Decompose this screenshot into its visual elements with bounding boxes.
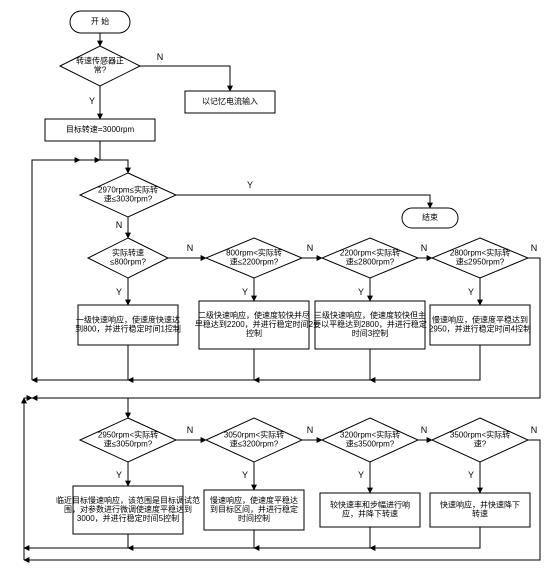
node-a3: 二级快速响应，使速度较快并尽早稳达到2200，并进行稳定时间2控制 <box>195 301 314 349</box>
svg-text:较快速率和步幅进行响: 较快速率和步幅进行响 <box>330 500 410 510</box>
edge-label-26: N <box>421 425 428 435</box>
node-a2: 一级快速响应，使速度快速达到800，并进行稳定时间1控制 <box>75 305 181 345</box>
svg-text:结束: 结束 <box>422 212 438 222</box>
node-d9: 3500rpm<实际转速? <box>432 418 528 462</box>
svg-text:慢速响应，使速度平稳达到: 慢速响应，使速度平稳达到 <box>432 315 528 325</box>
edge-label-21: Y <box>116 470 122 480</box>
svg-text:应，并降下转速: 应，并降下转速 <box>342 509 398 519</box>
svg-text:时间控制: 时间控制 <box>238 513 270 523</box>
svg-text:快速响应，并快速降下: 快速响应，并快速降下 <box>440 500 520 510</box>
node-sensor: 转速传感器正常? <box>60 46 140 86</box>
node-d6: 2950rpm<实际转速≤3050rpm? <box>80 418 176 462</box>
edge-18 <box>32 160 80 380</box>
svg-text:速≤2800rpm?: 速≤2800rpm? <box>346 258 395 267</box>
edge-label-7: N <box>187 243 194 253</box>
svg-text:一级快速响应，使速度快速达: 一级快速响应，使速度快速达 <box>76 315 180 325</box>
svg-text:早稳达到2200，并进行稳定时间2: 早稳达到2200，并进行稳定时间2 <box>195 319 314 329</box>
svg-text:2970rpm≤实际转: 2970rpm≤实际转 <box>98 185 158 195</box>
edge-32 <box>370 527 480 548</box>
svg-text:3050rpm<实际转: 3050rpm<实际转 <box>224 430 284 440</box>
edge-label-5: N <box>116 220 123 230</box>
node-a9: 快速响应，并快速降下转速 <box>430 493 530 527</box>
svg-text:三级快速响应，使速度较快但主: 三级快速响应，使速度较快但主 <box>314 310 426 320</box>
edge-4 <box>176 195 430 208</box>
node-a7: 慢速响应，使速度平稳达到目标区间，并进行稳定时间控制 <box>204 490 304 530</box>
svg-text:到目标区间，并进行稳定: 到目标区间，并进行稳定 <box>210 504 298 514</box>
node-memout: 以记忆电流输入 <box>185 91 275 113</box>
svg-text:目标转速=3000rpm: 目标转速=3000rpm <box>66 124 135 134</box>
edge-label-4: Y <box>247 180 253 190</box>
edge-label-13: N <box>531 243 538 253</box>
edge-29 <box>24 534 128 548</box>
edge-17 <box>370 345 480 380</box>
node-a4: 三级快速响应，使速度较快但主要以平稳达到2800，并进行稳定时间3控制 <box>313 301 427 349</box>
svg-text:3200rpm<实际转: 3200rpm<实际转 <box>340 430 400 440</box>
svg-text:速≤3030rpm?: 速≤3030rpm? <box>104 195 153 204</box>
flowchart-canvas: Y N Y N Y N Y N Y N Y N Y N Y N Y N Y N 开 始转速传感器正常? 以记忆电流输入目… <box>0 0 549 578</box>
node-a6: 临近目标慢速响应，该范围是目标调试范围，对参数进行微调使速度平稳达到3000，并… <box>56 486 200 534</box>
node-target: 目标转速=3000rpm <box>45 119 155 141</box>
svg-text:以记忆电流输入: 以记忆电流输入 <box>202 96 258 106</box>
svg-text:2950rpm<实际转: 2950rpm<实际转 <box>98 430 158 440</box>
edge-label-6: Y <box>116 287 122 297</box>
svg-text:常?: 常? <box>94 66 107 75</box>
svg-text:二级快速响应，使速度较快并尽: 二级快速响应，使速度较快并尽 <box>198 310 310 320</box>
svg-text:开 始: 开 始 <box>91 16 109 26</box>
svg-text:转速: 转速 <box>472 509 488 519</box>
svg-text:临近目标慢速响应，该范围是目标调试范: 临近目标慢速响应，该范围是目标调试范 <box>56 495 200 505</box>
svg-text:速?: 速? <box>474 440 487 449</box>
svg-text:慢速响应，使速度平稳达: 慢速响应，使速度平稳达 <box>210 495 298 505</box>
svg-text:速≤3200rpm?: 速≤3200rpm? <box>230 440 279 449</box>
svg-text:转速传感器正: 转速传感器正 <box>76 56 124 66</box>
svg-text:围，对参数进行微调使速度平稳达到: 围，对参数进行微调使速度平稳达到 <box>64 504 192 514</box>
svg-text:速≤2200rpm?: 速≤2200rpm? <box>230 258 279 267</box>
node-start: 开 始 <box>70 11 130 33</box>
edge-label-12: Y <box>468 287 474 297</box>
edge-label-11: N <box>421 243 428 253</box>
svg-text:3500rpm<实际转: 3500rpm<实际转 <box>450 430 510 440</box>
svg-text:2800rpm<实际转: 2800rpm<实际转 <box>450 248 510 258</box>
edge-label-22: N <box>187 425 194 435</box>
svg-text:时间3控制: 时间3控制 <box>352 328 388 338</box>
svg-text:2950，并进行稳定时间4控制: 2950，并进行稳定时间4控制 <box>429 324 531 334</box>
edge-14 <box>32 345 128 380</box>
edge-33 <box>24 398 32 560</box>
node-d5: 2800rpm<实际转速≤2950rpm? <box>432 238 528 278</box>
svg-text:速≤3050rpm?: 速≤3050rpm? <box>104 440 153 449</box>
svg-text:3000，并进行稳定时间5控制: 3000，并进行稳定时间5控制 <box>77 513 179 523</box>
node-d8: 3200rpm<实际转速≤3500rpm? <box>322 418 418 462</box>
edge-16 <box>254 349 370 380</box>
edge-label-23: Y <box>242 470 248 480</box>
edge-label-1: Y <box>89 96 95 106</box>
edge-20 <box>32 398 128 418</box>
edge-15 <box>128 349 254 380</box>
edge-2 <box>140 66 230 91</box>
edge-label-10: Y <box>358 287 364 297</box>
node-a8: 较快速率和步幅进行响应，并降下转速 <box>320 493 420 527</box>
edge-label-9: N <box>307 243 314 253</box>
node-d4: 2200rpm<实际转速≤2800rpm? <box>322 238 418 278</box>
svg-text:到800，并进行稳定时间1控制: 到800，并进行稳定时间1控制 <box>75 324 181 334</box>
edge-label-2: N <box>157 52 164 62</box>
node-a5: 慢速响应，使速度平稳达到2950，并进行稳定时间4控制 <box>429 305 531 345</box>
svg-text:要以平稳达到2800，并进行稳定: 要以平稳达到2800，并进行稳定 <box>313 319 427 329</box>
svg-text:速≤3500rpm?: 速≤3500rpm? <box>346 440 395 449</box>
edge-3 <box>100 141 128 173</box>
edge-label-25: Y <box>358 470 364 480</box>
svg-text:≤800rpm?: ≤800rpm? <box>110 258 147 267</box>
node-d2: 实际转速≤800rpm? <box>88 238 168 278</box>
edge-label-27: Y <box>468 470 474 480</box>
node-d3: 800rpm<实际转速≤2200rpm? <box>206 238 302 278</box>
edge-label-24: N <box>307 425 314 435</box>
svg-text:2200rpm<实际转: 2200rpm<实际转 <box>340 248 400 258</box>
svg-text:实际转速: 实际转速 <box>112 248 144 258</box>
svg-text:控制: 控制 <box>246 328 262 338</box>
edge-label-8: Y <box>242 287 248 297</box>
svg-text:800rpm<实际转: 800rpm<实际转 <box>226 248 282 258</box>
node-end: 结束 <box>402 208 458 228</box>
node-d1: 2970rpm≤实际转速≤3030rpm? <box>80 173 176 217</box>
svg-text:速≤2950rpm?: 速≤2950rpm? <box>456 258 505 267</box>
edge-label-28: N <box>531 425 538 435</box>
node-d7: 3050rpm<实际转速≤3200rpm? <box>206 418 302 462</box>
